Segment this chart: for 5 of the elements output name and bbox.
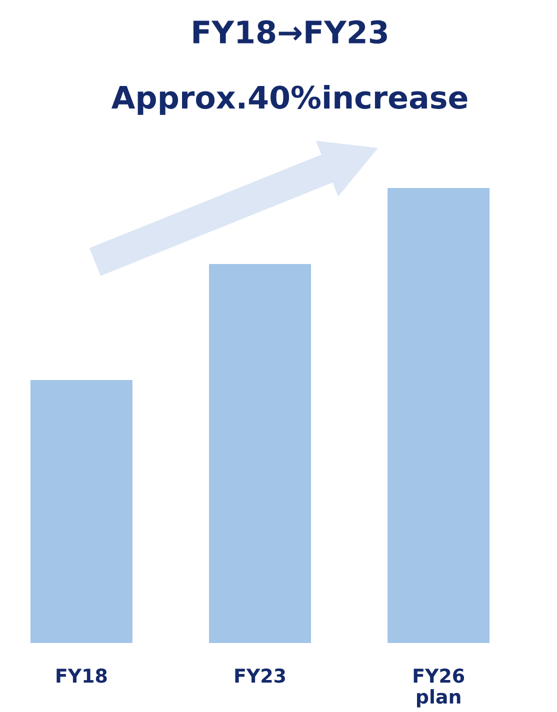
chart-subtitle: Approx.40%increase bbox=[111, 85, 468, 115]
chart-title: FY18→FY23 bbox=[193, 20, 387, 44]
x-tick-label: FY26 plan bbox=[414, 668, 464, 708]
x-tick-label: FY23 bbox=[235, 668, 285, 683]
x-tick-label: FY18 bbox=[56, 668, 107, 683]
